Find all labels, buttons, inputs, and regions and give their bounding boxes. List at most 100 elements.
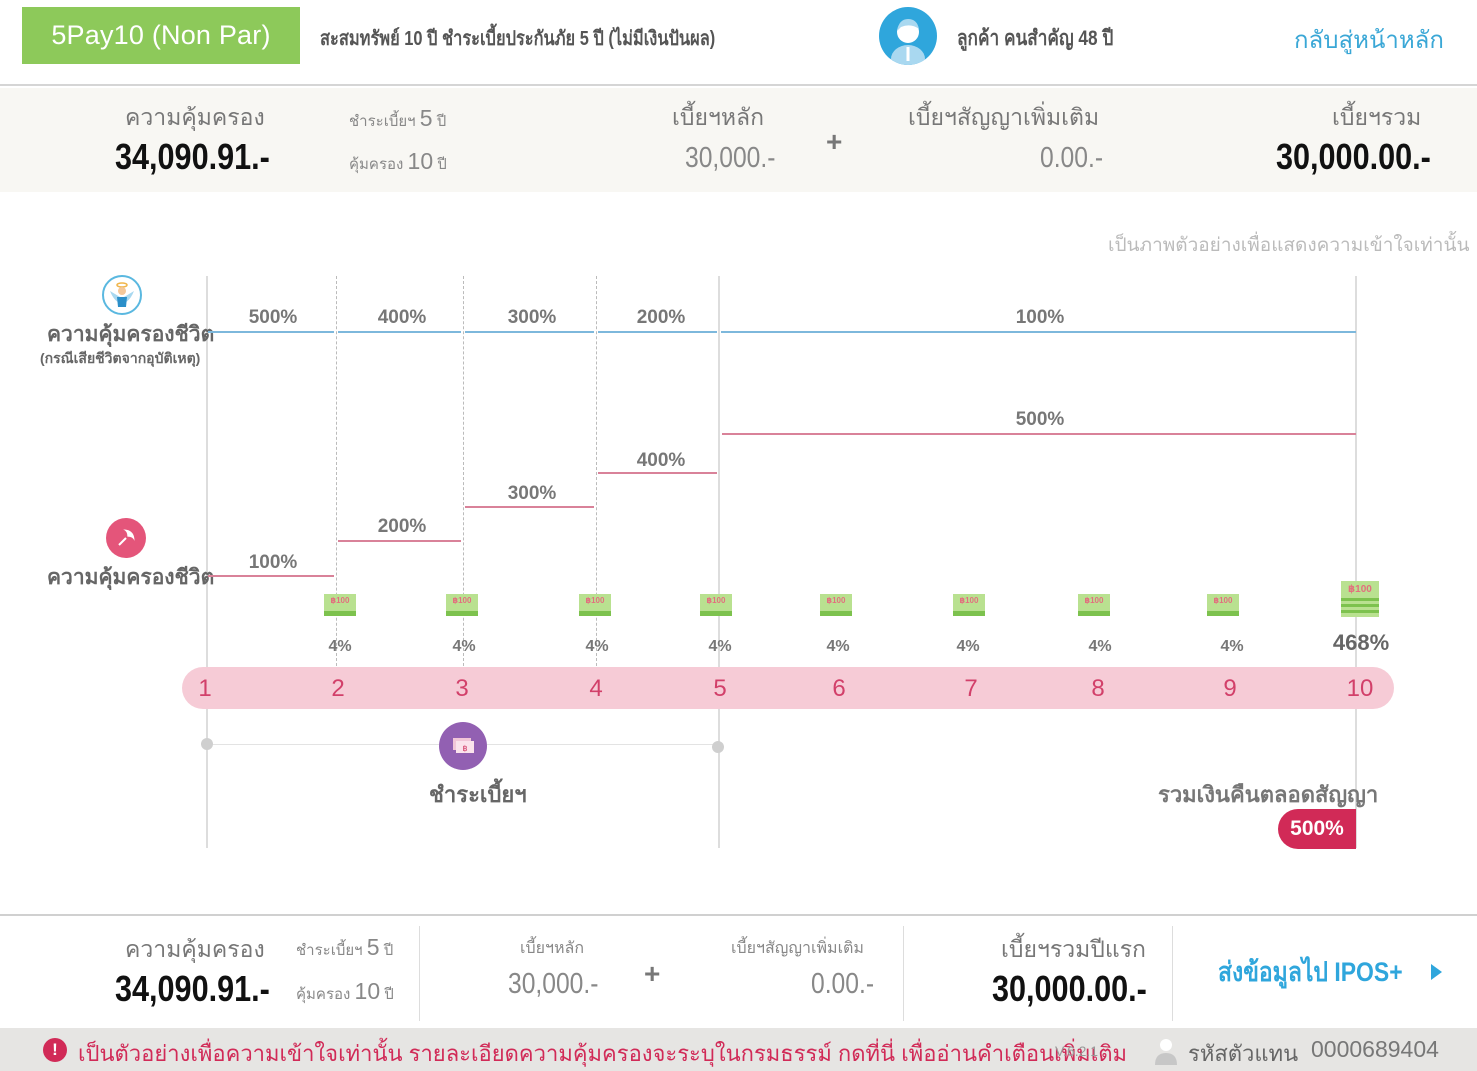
life-pct-y2: 200% [377,516,427,537]
life-line-y3 [465,506,594,508]
divider [419,926,420,1021]
cashback-pct-y8: 4% [1088,638,1112,655]
rider-premium-label: เบี้ยฯสัญญาเพิ่มเติม [908,104,1100,130]
customer-name: ลูกค้า คนสำคัญ 48 ปี [957,27,1114,50]
cash-note-icon: ฿100 [1207,594,1239,616]
total-return-label: รวมเงินคืนตลอดสัญญา [1158,782,1379,807]
coverage-term-years: 10 [354,978,381,1004]
cash-note-icon: ฿100 [324,594,356,616]
umbrella-icon [106,518,146,558]
accident-pct-y5-10: 100% [1015,307,1065,328]
coverage-term-unit: ปี [437,156,447,173]
product-code-badge: 5Pay10 (Non Par) [22,7,300,64]
agent-code-value: 0000689404 [1311,1036,1439,1062]
premium-payment-label: ชำระเบี้ยฯ [429,782,527,807]
accident-line-y4 [598,331,717,333]
pay-term-years: 5 [419,105,433,131]
pay-term: ชำระเบี้ยฯ 5 ปี [349,105,446,133]
year-3-gridline [463,276,464,666]
premium-payment-icon: ฿ [439,722,487,770]
cash-note-icon: ฿100 [820,594,852,616]
policy-year-bar [182,667,1394,709]
cashback-pct-y4: 4% [585,638,609,655]
app-version: V.6.2.1 [1055,1043,1099,1059]
accident-line-y5-10 [721,331,1356,333]
angel-icon [102,275,142,315]
cash-stack-icon: ฿100 [1341,581,1379,617]
life-pct-y5-10: 500% [1015,409,1065,430]
accident-line-y3 [465,331,594,333]
pay-term-unit: ปี [436,113,447,130]
coverage-label: ความคุ้มครอง [125,936,265,962]
year-3: 3 [455,675,469,702]
coverage-term: คุ้มครอง 10 ปี [296,978,394,1006]
play-arrow-icon [1431,963,1443,980]
rider-premium-label: เบี้ยฯสัญญาเพิ่มเติม [731,940,864,957]
customer-avatar-icon [879,7,937,65]
pay-term-label: ชำระเบี้ยฯ [296,942,363,959]
year-10: 10 [1346,675,1374,702]
product-description: สะสมทรัพย์ 10 ปี ชำระเบี้ยประกันภัย 5 ปี… [320,28,716,50]
footer-bar: ! เป็นตัวอย่างเพื่อความเข้าใจเท่านั้น รา… [0,1028,1477,1071]
cashback-pct-y9: 4% [1220,638,1244,655]
cashback-pct-y2: 4% [328,638,352,655]
divider [903,926,904,1021]
accident-pct-y4: 200% [636,307,686,328]
year-4: 4 [589,675,603,702]
cashback-pct-y6: 4% [826,638,850,655]
year-2-gridline [336,276,337,666]
coverage-label: ความคุ้มครอง [125,104,265,130]
payment-start-dot [201,738,213,750]
pay-term-unit: ปี [383,942,394,959]
rider-premium-value: 0.00.- [811,968,875,1000]
coverage-term-years: 10 [407,148,434,174]
cash-note-icon: ฿100 [446,594,478,616]
accident-coverage-label: ความคุ้มครองชีวิต [47,323,215,346]
payment-end-dot [712,741,724,753]
life-pct-y1: 100% [248,552,298,573]
divider [1172,926,1173,1021]
cashback-pct-y7: 4% [956,638,980,655]
coverage-value: 34,090.91.- [115,136,270,177]
warning-icon: ! [43,1038,67,1062]
footer-warning-link[interactable]: เป็นตัวอย่างเพื่อความเข้าใจเท่านั้น รายล… [78,1041,1127,1066]
year-7: 7 [964,675,978,702]
pay-term-label: ชำระเบี้ยฯ [349,113,416,130]
first-year-total-label: เบี้ยฯรวมปีแรก [1001,936,1146,962]
total-premium-value: 30,000.00.- [1276,136,1431,177]
life-line-y4 [598,472,717,474]
accident-pct-y3: 300% [507,307,557,328]
back-home-link[interactable]: กลับสู่หน้าหลัก [1294,27,1444,54]
year-4-gridline [596,276,597,666]
main-premium-label: เบี้ยฯหลัก [520,940,585,957]
year-10-gridline [1355,276,1357,848]
cash-note-icon: ฿100 [1078,594,1110,616]
accident-line-y2 [338,331,461,333]
rider-premium-value: 0.00.- [1040,142,1104,174]
plus-icon: + [826,126,843,157]
coverage-term-label: คุ้มครอง [296,986,351,1003]
summary-bottom: ความคุ้มครอง 34,090.91.- ชำระเบี้ยฯ 5 ปี… [0,914,1477,1026]
coverage-value: 34,090.91.- [115,968,270,1009]
life-pct-y4: 400% [636,450,686,471]
life-line-y5-10 [722,433,1356,435]
cashback-pct-y10: 468% [1332,630,1390,655]
life-coverage-label: ความคุ้มครองชีวิต [47,566,215,589]
coverage-term: คุ้มครอง 10 ปี [349,148,447,176]
life-line-y2 [338,540,461,542]
total-premium-label: เบี้ยฯรวม [1332,104,1422,130]
plus-icon: + [644,958,661,989]
year-5-gridline [718,276,720,848]
summary-top: ความคุ้มครอง 34,090.91.- ชำระเบี้ยฯ 5 ปี… [0,88,1477,192]
accident-pct-y1: 500% [248,307,298,328]
cashback-pct-y5: 4% [708,638,732,655]
cashback-pct-y3: 4% [452,638,476,655]
year-9: 9 [1223,675,1237,702]
coverage-term-unit: ปี [384,986,394,1003]
first-year-total-value: 30,000.00.- [992,968,1147,1009]
send-to-ipos-button[interactable]: ส่งข้อมูลไป IPOS+ [1218,950,1443,993]
year-1: 1 [198,675,212,702]
main-premium-value: 30,000.- [508,968,599,1000]
year-8: 8 [1091,675,1105,702]
main-premium-value: 30,000.- [685,142,776,174]
